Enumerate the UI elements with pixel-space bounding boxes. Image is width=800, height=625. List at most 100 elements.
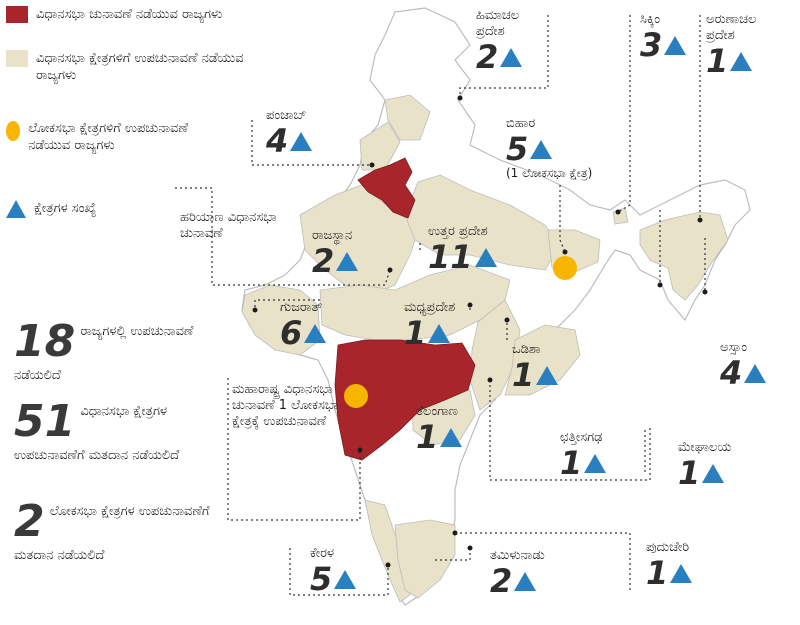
stat-text: ರಾಜ್ಯಗಳಲ್ಲಿ ಉಪಚುನಾವಣೆ ನಡೆಯಲಿದೆ — [14, 324, 194, 383]
state-name: ಬಿಹಾರ — [506, 116, 536, 131]
triangle-icon — [336, 251, 359, 271]
triangle-icon — [514, 571, 537, 591]
legend-count: ಕ್ಷೇತ್ರಗಳ ಸಂಖ್ಯೆ — [6, 200, 96, 218]
state-name: ತಮಿಳುನಾಡು — [490, 548, 545, 563]
region-gujarat — [241, 284, 321, 356]
triangle-icon — [290, 131, 313, 151]
stat-number: 51 — [14, 396, 76, 447]
state-count: 5 — [310, 560, 333, 598]
callout-arunachal: ಅರುಣಾಚಲ ಪ್ರದೇಶ 1 — [706, 12, 786, 78]
state-count: 1 — [560, 444, 583, 482]
legend-lok-sabha: ಲೋಕಸಭಾ ಕ್ಷೇತ್ರಗಳಿಗೆ ಉಪಚುನಾವಣೆ ನಡೆಯುವ ರಾಜ… — [6, 120, 206, 154]
stat-number: 2 — [14, 496, 45, 547]
region-maharashtra — [334, 339, 476, 461]
region-kerala — [364, 499, 411, 603]
state-count: 1 — [706, 42, 729, 80]
state-name: ಸಿಕ್ಕಿಂ — [640, 12, 660, 27]
legend-swatch-beige — [6, 50, 28, 67]
state-name: ಕೇರಳ — [310, 546, 335, 561]
state-count: 1 — [416, 418, 439, 456]
lok-sabha-dot-bihar — [553, 256, 577, 280]
state-name: ರಾಜಸ್ಥಾನ — [312, 228, 353, 243]
state-name: ಪುದುಚೇರಿ — [646, 540, 690, 555]
region-up — [404, 174, 561, 271]
state-count: 2 — [476, 38, 499, 76]
region-himachal — [384, 94, 431, 141]
triangle-icon — [664, 35, 687, 55]
legend-assembly: ವಿಧಾನಸಭಾ ಚುನಾವಣೆ ನಡೆಯುವ ರಾಜ್ಯಗಳು — [6, 6, 222, 23]
state-name: ಪಂಜಾಬ್ — [266, 108, 307, 123]
stat-states: 18 ರಾಜ್ಯಗಳಲ್ಲಿ ಉಪಚುನಾವಣೆ ನಡೆಯಲಿದೆ — [14, 320, 224, 384]
triangle-icon — [530, 139, 553, 159]
triangle-icon — [474, 247, 497, 267]
triangle-icon — [304, 323, 327, 343]
note-haryana-text: ಹರಿಯಾಣ ವಿಧಾನಸಭಾ ಚುನಾವಣೆ — [180, 210, 277, 241]
callout-gujarat: ಗುಜರಾತ್ 6 — [280, 300, 327, 350]
callout-chhattisgarh: ಛತ್ತೀಸಗಢ 1 — [560, 430, 607, 482]
state-name: ಉತ್ತರ ಪ್ರದೇಶ — [428, 224, 488, 239]
leader-lines — [175, 15, 706, 596]
legend-lok-sabha-label: ಲೋಕಸಭಾ ಕ್ಷೇತ್ರಗಳಿಗೆ ಉಪಚುನಾವಣೆ ನಡೆಯುವ ರಾಜ… — [28, 121, 188, 153]
state-name: ಒಡಿಶಾ — [512, 342, 541, 357]
triangle-icon — [440, 427, 463, 447]
state-count: 2 — [312, 242, 335, 280]
state-count: 1 — [404, 314, 427, 352]
callout-punjab: ಪಂಜಾಬ್ 4 — [266, 108, 313, 160]
stat-number: 18 — [14, 316, 76, 367]
callout-himachal: ಹಿಮಾಚಲ ಪ್ರದೇಶ 2 — [476, 8, 546, 74]
state-name: ಛತ್ತೀಸಗಢ — [560, 430, 603, 445]
callout-tamilnadu: ತಮಿಳುನಾಡು 2 — [490, 548, 545, 598]
stat-lok-sabha: 2 ಲೋಕಸಭಾ ಕ್ಷೇತ್ರಗಳ ಉಪಚುನಾವಣೆಗೆ ಮತದಾನ ನಡೆ… — [14, 500, 224, 564]
legend-count-label: ಕ್ಷೇತ್ರಗಳ ಸಂಖ್ಯೆ — [34, 201, 97, 216]
callout-up: ಉತ್ತರ ಪ್ರದೇಶ 11 — [428, 224, 497, 274]
triangle-icon — [536, 365, 559, 385]
legend-dot-icon — [6, 121, 21, 141]
note-maharashtra: ಮಹಾರಾಷ್ಟ್ರ ವಿಧಾನಸಭಾ ಚುನಾವಣೆ 1 ಲೋಕಸಭಾ ಕ್ಷ… — [232, 382, 352, 430]
state-count: 5 — [506, 130, 529, 168]
callout-bihar: ಬಿಹಾರ 5 (1 ಲೋಕಸಭಾ ಕ್ಷೇತ್ರ) — [506, 116, 636, 181]
state-count: 2 — [490, 562, 513, 600]
state-name: ಮೇಘಾಲಯ — [678, 440, 732, 455]
state-count: 11 — [428, 238, 473, 276]
callout-assam: ಅಸ್ಸಾಂ 4 — [720, 340, 767, 392]
state-name: ಅಸ್ಸಾಂ — [720, 340, 748, 355]
state-count: 4 — [720, 354, 743, 392]
legend-swatch-red — [6, 6, 28, 23]
region-odisha — [504, 324, 581, 396]
region-northeast — [639, 211, 729, 301]
triangle-icon — [670, 563, 693, 583]
triangle-icon — [730, 51, 753, 71]
state-count: 1 — [678, 454, 701, 492]
callout-kerala: ಕೇರಳ 5 — [310, 546, 357, 598]
state-count: 4 — [266, 122, 289, 160]
callout-puducherry: ಪುದುಚೇರಿ 1 — [646, 540, 693, 592]
state-name: ಅರುಣಾಚಲ ಪ್ರದೇಶ — [706, 12, 757, 43]
leader-markers — [252, 95, 708, 568]
callout-meghalaya: ಮೇಘಾಲಯ 1 — [678, 440, 731, 490]
triangle-icon — [334, 569, 357, 589]
state-name: ಮಧ್ಯಪ್ರದೇಶ — [404, 300, 456, 315]
triangle-icon — [744, 363, 767, 383]
callout-telangana: ತೆಲಂಗಾಣ 1 — [416, 404, 463, 456]
state-count: 1 — [512, 356, 535, 394]
note-haryana: ಹರಿಯಾಣ ವಿಧಾನಸಭಾ ಚುನಾವಣೆ — [180, 210, 280, 242]
stat-text: ವಿಧಾನಸಭಾ ಕ್ಷೇತ್ರಗಳ ಉಪಚುನಾವಣೆಗೆ ಮತದಾನ ನಡೆ… — [14, 404, 180, 463]
state-name: ಹಿಮಾಚಲ ಪ್ರದೇಶ — [476, 8, 520, 39]
callout-odisha: ಒಡಿಶಾ 1 — [512, 342, 559, 394]
callout-mp: ಮಧ್ಯಪ್ರದೇಶ 1 — [404, 300, 455, 350]
triangle-icon — [428, 323, 451, 343]
region-haryana — [357, 157, 416, 219]
triangle-icon — [702, 463, 725, 483]
callout-sikkim: ಸಿಕ್ಕಿಂ 3 — [640, 12, 687, 64]
callout-rajasthan: ರಾಜಸ್ಥಾನ 2 — [312, 228, 359, 280]
state-name: ಗುಜರಾತ್ — [280, 300, 323, 315]
stat-assembly: 51 ವಿಧಾನಸಭಾ ಕ್ಷೇತ್ರಗಳ ಉಪಚುನಾವಣೆಗೆ ಮತದಾನ … — [14, 400, 224, 464]
state-count: 1 — [646, 554, 669, 592]
triangle-icon — [500, 47, 523, 67]
legend-assembly-label: ವಿಧಾನಸಭಾ ಚುನಾವಣೆ ನಡೆಯುವ ರಾಜ್ಯಗಳು — [36, 7, 223, 22]
legend-bypoll: ವಿಧಾನಸಭಾ ಕ್ಷೇತ್ರಗಳಿಗೆ ಉಪಚುನಾವಣೆ ನಡೆಯುವ ರ… — [6, 50, 266, 84]
state-count: 3 — [640, 26, 663, 64]
region-tamilnadu — [394, 519, 456, 599]
legend-bypoll-label: ವಿಧಾನಸಭಾ ಕ್ಷೇತ್ರಗಳಿಗೆ ಉಪಚುನಾವಣೆ ನಡೆಯುವ ರ… — [36, 51, 244, 83]
stat-text: ಲೋಕಸಭಾ ಕ್ಷೇತ್ರಗಳ ಉಪಚುನಾವಣೆಗೆ ಮತದಾನ ನಡೆಯಲ… — [14, 504, 210, 563]
